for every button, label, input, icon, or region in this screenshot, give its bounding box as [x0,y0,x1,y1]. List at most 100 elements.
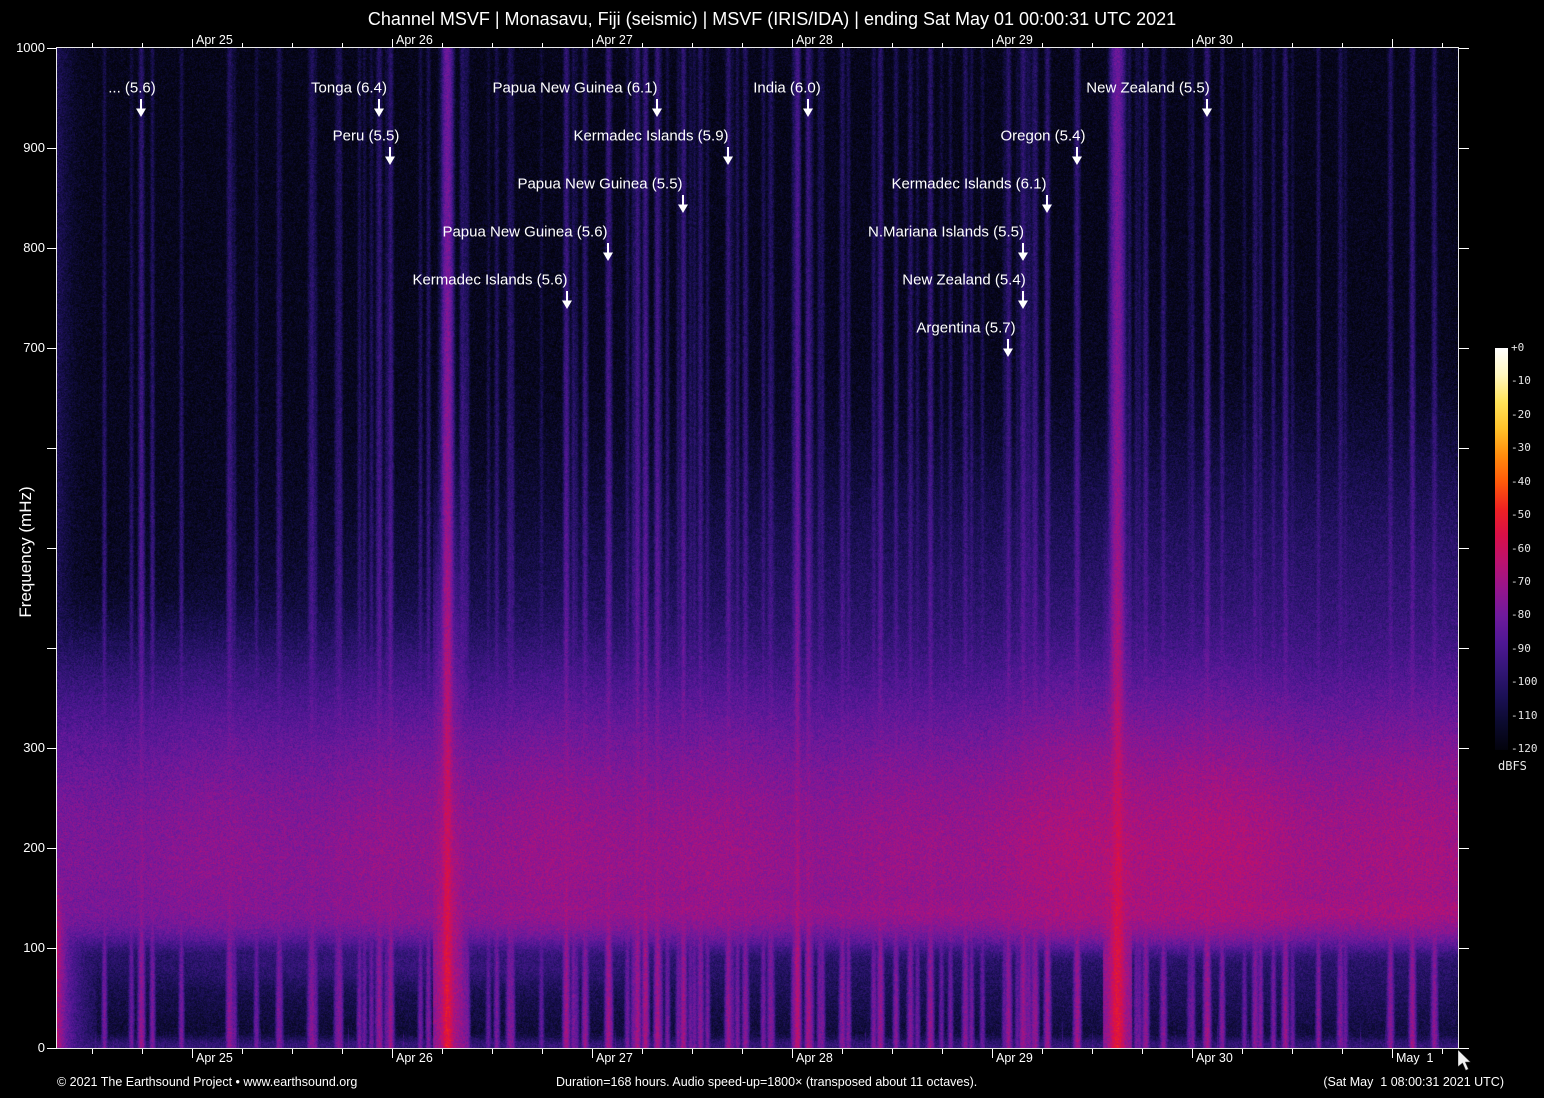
x-tick [792,39,793,48]
y-tick [47,448,57,449]
x-tick [1292,43,1293,48]
colorbar-tick-label: -40 [1511,475,1531,488]
x-tick [1442,1049,1443,1054]
colorbar-tick-label: -20 [1511,408,1531,421]
x-tick [292,43,293,48]
earthquake-label: New Zealand (5.5) [1086,79,1210,97]
y-tick [1459,48,1469,49]
colorbar-tick-label: -50 [1511,508,1531,521]
y-tick-label: 1000 [16,40,45,55]
x-tick-label: Apr 29 [996,1051,1033,1065]
y-tick-label: 200 [23,840,45,855]
x-tick-label: Apr 28 [796,1051,833,1065]
down-arrow-icon [1018,243,1028,261]
colorbar-gradient [1495,348,1508,750]
x-tick [1392,1049,1393,1058]
x-tick [442,1049,443,1054]
y-tick [47,148,57,149]
earthquake-label: Oregon (5.4) [1000,127,1086,145]
x-tick [92,43,93,48]
colorbar-tick-label: -60 [1511,542,1531,555]
y-tick-label: 0 [37,1040,45,1055]
y-tick [1459,948,1469,949]
down-arrow-icon [803,99,813,117]
colorbar-tick-label: +0 [1511,341,1525,354]
x-tick [492,1049,493,1054]
earthquake-label: ... (5.6) [108,79,156,97]
colorbar-tick-label: -100 [1511,675,1538,688]
x-tick [242,1049,243,1054]
down-arrow-icon [562,291,572,309]
y-tick-label: 300 [23,740,45,755]
mouse-cursor-icon [1458,1050,1471,1071]
earthquake-label: Papua New Guinea (5.5) [517,175,683,193]
x-tick-label: Apr 29 [996,33,1033,47]
x-tick [192,1049,193,1058]
x-tick [192,39,193,48]
colorbar-tick-label: -30 [1511,441,1531,454]
footer-copyright: © 2021 The Earthsound Project • www.eart… [57,1075,358,1089]
x-tick [1292,1049,1293,1054]
y-tick [1459,448,1469,449]
earthquake-label: Argentina (5.7) [916,319,1016,337]
earthquake-label: Peru (5.5) [332,127,400,145]
x-tick-label: Apr 27 [596,33,633,47]
down-arrow-icon [1202,99,1212,117]
x-tick [392,1049,393,1058]
earthquake-label: Kermadec Islands (6.1) [891,175,1047,193]
y-tick [47,248,57,249]
down-arrow-icon [385,147,395,165]
x-tick-label: Apr 27 [596,1051,633,1065]
down-arrow-icon [374,99,384,117]
x-tick [1042,1049,1043,1054]
footer-duration: Duration=168 hours. Audio speed-up=1800×… [556,1075,978,1089]
x-tick [392,39,393,48]
x-tick [1192,1049,1193,1058]
x-tick [992,39,993,48]
down-arrow-icon [1042,195,1052,213]
x-tick [142,43,143,48]
y-tick [47,948,57,949]
y-tick [47,1048,57,1049]
x-tick-label: Apr 30 [1196,33,1233,47]
x-tick-label: May 1 [1396,1051,1434,1065]
x-tick-label: Apr 25 [196,1051,233,1065]
y-tick-label: 900 [23,140,45,155]
x-tick [642,1049,643,1054]
earthquake-label: Papua New Guinea (6.1) [492,79,658,97]
x-tick [442,43,443,48]
down-arrow-icon [1003,339,1013,357]
earthquake-label: India (6.0) [753,79,821,97]
x-tick [892,43,893,48]
x-tick [742,43,743,48]
x-tick [1042,43,1043,48]
y-tick-label: 100 [23,940,45,955]
x-tick-label: Apr 28 [796,33,833,47]
footer-end-time: (Sat May 1 08:00:31 2021 UTC) [1323,1075,1504,1089]
y-tick [47,648,57,649]
y-tick [47,548,57,549]
y-tick-label: 700 [23,340,45,355]
x-tick [692,1049,693,1054]
y-tick [47,848,57,849]
down-arrow-icon [1018,291,1028,309]
down-arrow-icon [603,243,613,261]
earthquake-label: Kermadec Islands (5.6) [412,271,568,289]
colorbar-tick-label: -10 [1511,374,1531,387]
x-tick [1092,1049,1093,1054]
x-tick [542,1049,543,1054]
down-arrow-icon [652,99,662,117]
y-tick [1459,248,1469,249]
down-arrow-icon [1072,147,1082,165]
x-tick [942,1049,943,1054]
spectrogram-canvas [57,48,1458,1048]
x-tick [942,43,943,48]
earthquake-label: Papua New Guinea (5.6) [442,223,608,241]
x-tick [1242,43,1243,48]
colorbar-tick-label: -80 [1511,608,1531,621]
colorbar-tick-label: -120 [1511,742,1538,755]
down-arrow-icon [678,195,688,213]
x-tick [592,39,593,48]
y-tick [47,48,57,49]
y-tick [1459,548,1469,549]
